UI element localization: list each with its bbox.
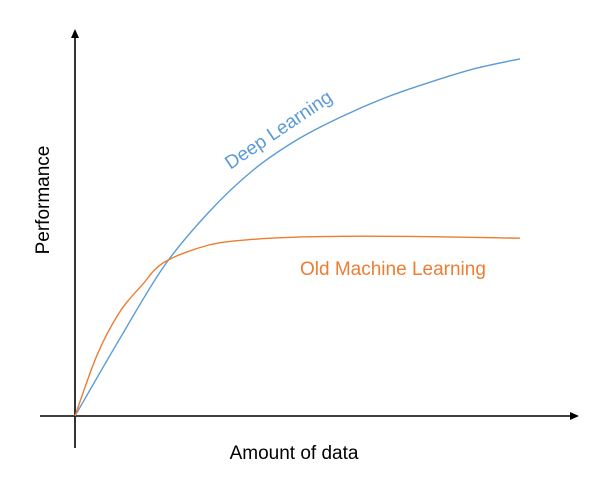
x-axis-label: Amount of data: [230, 443, 359, 464]
series-label-deep-learning: Deep Learning: [221, 87, 336, 174]
y-axis-label: Performance: [33, 146, 54, 255]
series-layer: [74, 58, 521, 417]
series-label-old-machine-learning: Old Machine Learning: [300, 259, 486, 280]
series-line-deep-learning: [74, 58, 521, 417]
series-line-old-machine-learning: [74, 235, 521, 417]
